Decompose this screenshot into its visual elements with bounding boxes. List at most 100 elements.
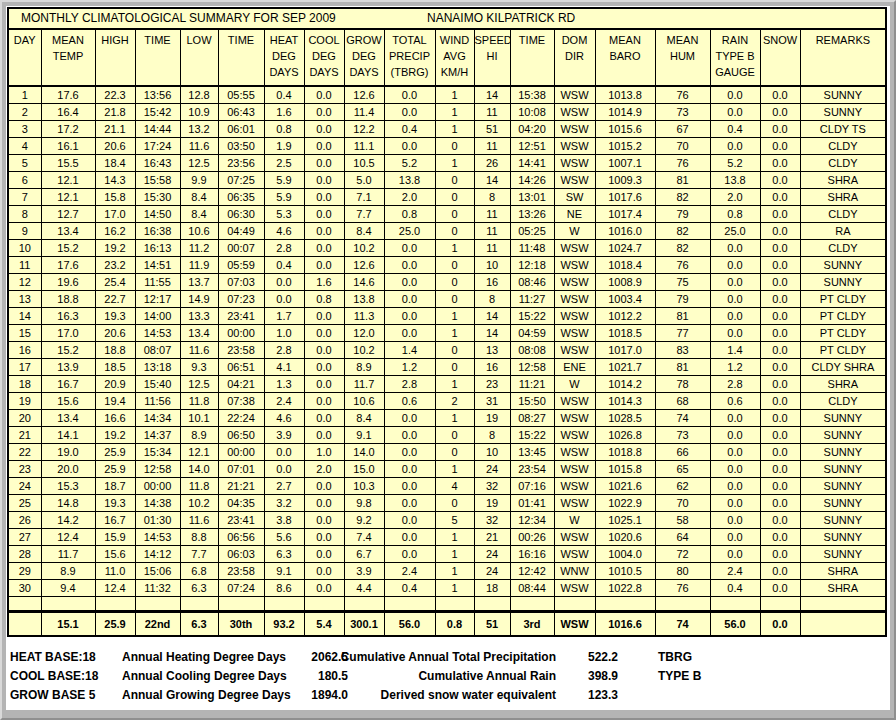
table-cell: 11:55 — [135, 273, 180, 290]
table-cell: 11:32 — [135, 579, 180, 596]
table-cell: 17.0 — [95, 205, 135, 222]
table-cell: 0.0 — [710, 511, 760, 528]
table-cell: 1014.3 — [595, 392, 655, 409]
summary-cell: 0.0 — [760, 611, 800, 636]
table-cell: 0.0 — [760, 222, 800, 239]
table-cell: 0.0 — [710, 239, 760, 256]
table-cell: 19.0 — [41, 443, 95, 460]
table-cell: 1003.4 — [595, 290, 655, 307]
table-cell: 11.2 — [180, 239, 218, 256]
table-cell: 4.6 — [264, 222, 304, 239]
table-cell: WSW — [554, 460, 595, 477]
table-cell: 0.0 — [304, 171, 344, 188]
table-cell: 2.8 — [710, 375, 760, 392]
table-row: 2811.715.614:127.706:036.30.06.70.012416… — [8, 545, 886, 562]
table-cell: 0.0 — [710, 494, 760, 511]
summary-cell: 56.0 — [384, 611, 435, 636]
table-cell: 10.2 — [344, 239, 384, 256]
table-cell: 14.6 — [344, 273, 384, 290]
stat-label: GROW BASE 5 — [10, 688, 122, 702]
table-cell: 14 — [474, 171, 510, 188]
table-cell: 00:00 — [218, 324, 264, 341]
table-cell: 15.3 — [41, 477, 95, 494]
table-cell: 1014.9 — [595, 103, 655, 120]
table-cell: 5.3 — [264, 205, 304, 222]
table-cell: 11.6 — [180, 137, 218, 154]
table-cell: 1026.8 — [595, 426, 655, 443]
spacer-cell — [304, 596, 344, 611]
table-cell: 16:16 — [510, 545, 554, 562]
table-cell: 0 — [435, 256, 474, 273]
table-row: 913.416.216:3810.604:494.60.08.425.00110… — [8, 222, 886, 239]
table-cell: 0.0 — [760, 477, 800, 494]
table-cell: 1012.2 — [595, 307, 655, 324]
table-cell: 19 — [474, 409, 510, 426]
table-cell: 32 — [474, 511, 510, 528]
table-cell: 0.0 — [710, 545, 760, 562]
table-cell: 0.0 — [304, 307, 344, 324]
table-cell: 24 — [474, 562, 510, 579]
table-cell: WSW — [554, 86, 595, 103]
table-cell: 21 — [474, 528, 510, 545]
table-cell: 8.9 — [180, 426, 218, 443]
table-cell: 0.4 — [264, 256, 304, 273]
column-header-2: HIGH — [95, 29, 135, 86]
table-cell: 0.0 — [264, 443, 304, 460]
title-cell: MONTHLY CLIMATOLOGICAL SUMMARY FOR SEP 2… — [8, 8, 886, 29]
table-cell: 0.0 — [304, 341, 344, 358]
table-cell: 0.0 — [384, 528, 435, 545]
spacer-cell — [710, 596, 760, 611]
table-cell: SUNNY — [800, 443, 886, 460]
table-row: 712.115.815:308.406:355.90.07.12.00813:0… — [8, 188, 886, 205]
table-cell: 07:01 — [218, 460, 264, 477]
column-header-1: MEAN TEMP — [41, 29, 95, 86]
table-cell: 10.6 — [180, 222, 218, 239]
table-cell: SUNNY — [800, 409, 886, 426]
table-cell: WSW — [554, 443, 595, 460]
table-cell: 1017.0 — [595, 341, 655, 358]
table-cell: NE — [554, 205, 595, 222]
table-row: 416.120.617:2411.603:501.90.011.10.00111… — [8, 137, 886, 154]
table-cell: 0 — [435, 290, 474, 307]
table-cell: 0.0 — [710, 137, 760, 154]
table-cell: 1 — [435, 528, 474, 545]
table-cell: 1024.7 — [595, 239, 655, 256]
table-cell: 08:46 — [510, 273, 554, 290]
table-row: 1416.319.314:0013.323:411.70.011.30.0114… — [8, 307, 886, 324]
table-cell: 16 — [474, 273, 510, 290]
table-row: 2320.025.912:5814.007:010.02.015.00.0124… — [8, 460, 886, 477]
table-cell: 0.0 — [710, 307, 760, 324]
table-cell: WSW — [554, 307, 595, 324]
table-cell: 12.2 — [344, 120, 384, 137]
table-cell: 0.0 — [304, 120, 344, 137]
table-cell: 0.0 — [760, 392, 800, 409]
table-cell: 23:58 — [218, 341, 264, 358]
table-cell: 14.0 — [180, 460, 218, 477]
table-cell: 16.4 — [41, 103, 95, 120]
table-cell: 51 — [474, 120, 510, 137]
summary-cell: 56.0 — [710, 611, 760, 636]
table-row: 117.622.313:5612.805:550.40.012.60.01141… — [8, 86, 886, 103]
table-cell: 16:43 — [135, 154, 180, 171]
table-cell: 11.6 — [180, 511, 218, 528]
table-cell: 11:27 — [510, 290, 554, 307]
header-row: DAYMEAN TEMPHIGHTIMELOWTIMEHEAT DEG DAYS… — [8, 29, 886, 86]
table-cell: 10.2 — [180, 494, 218, 511]
table-cell: 64 — [655, 528, 710, 545]
table-cell: 0.0 — [760, 307, 800, 324]
stat-value-2: 123.3 — [542, 688, 618, 702]
table-cell: 01:30 — [135, 511, 180, 528]
app-window: MONTHLY CLIMATOLOGICAL SUMMARY FOR SEP 2… — [0, 0, 896, 720]
table-cell: 19.4 — [95, 392, 135, 409]
table-cell: 65 — [655, 460, 710, 477]
table-cell: 0.0 — [304, 256, 344, 273]
table-cell: 15:50 — [510, 392, 554, 409]
spacer-cell — [344, 596, 384, 611]
table-cell: 0 — [435, 222, 474, 239]
table-cell: 0 — [435, 188, 474, 205]
table-cell: 1008.9 — [595, 273, 655, 290]
table-cell: 0.0 — [710, 290, 760, 307]
table-cell: 8.6 — [264, 579, 304, 596]
gauge-tag: TYPE B — [658, 669, 701, 683]
table-cell: 12.6 — [344, 86, 384, 103]
